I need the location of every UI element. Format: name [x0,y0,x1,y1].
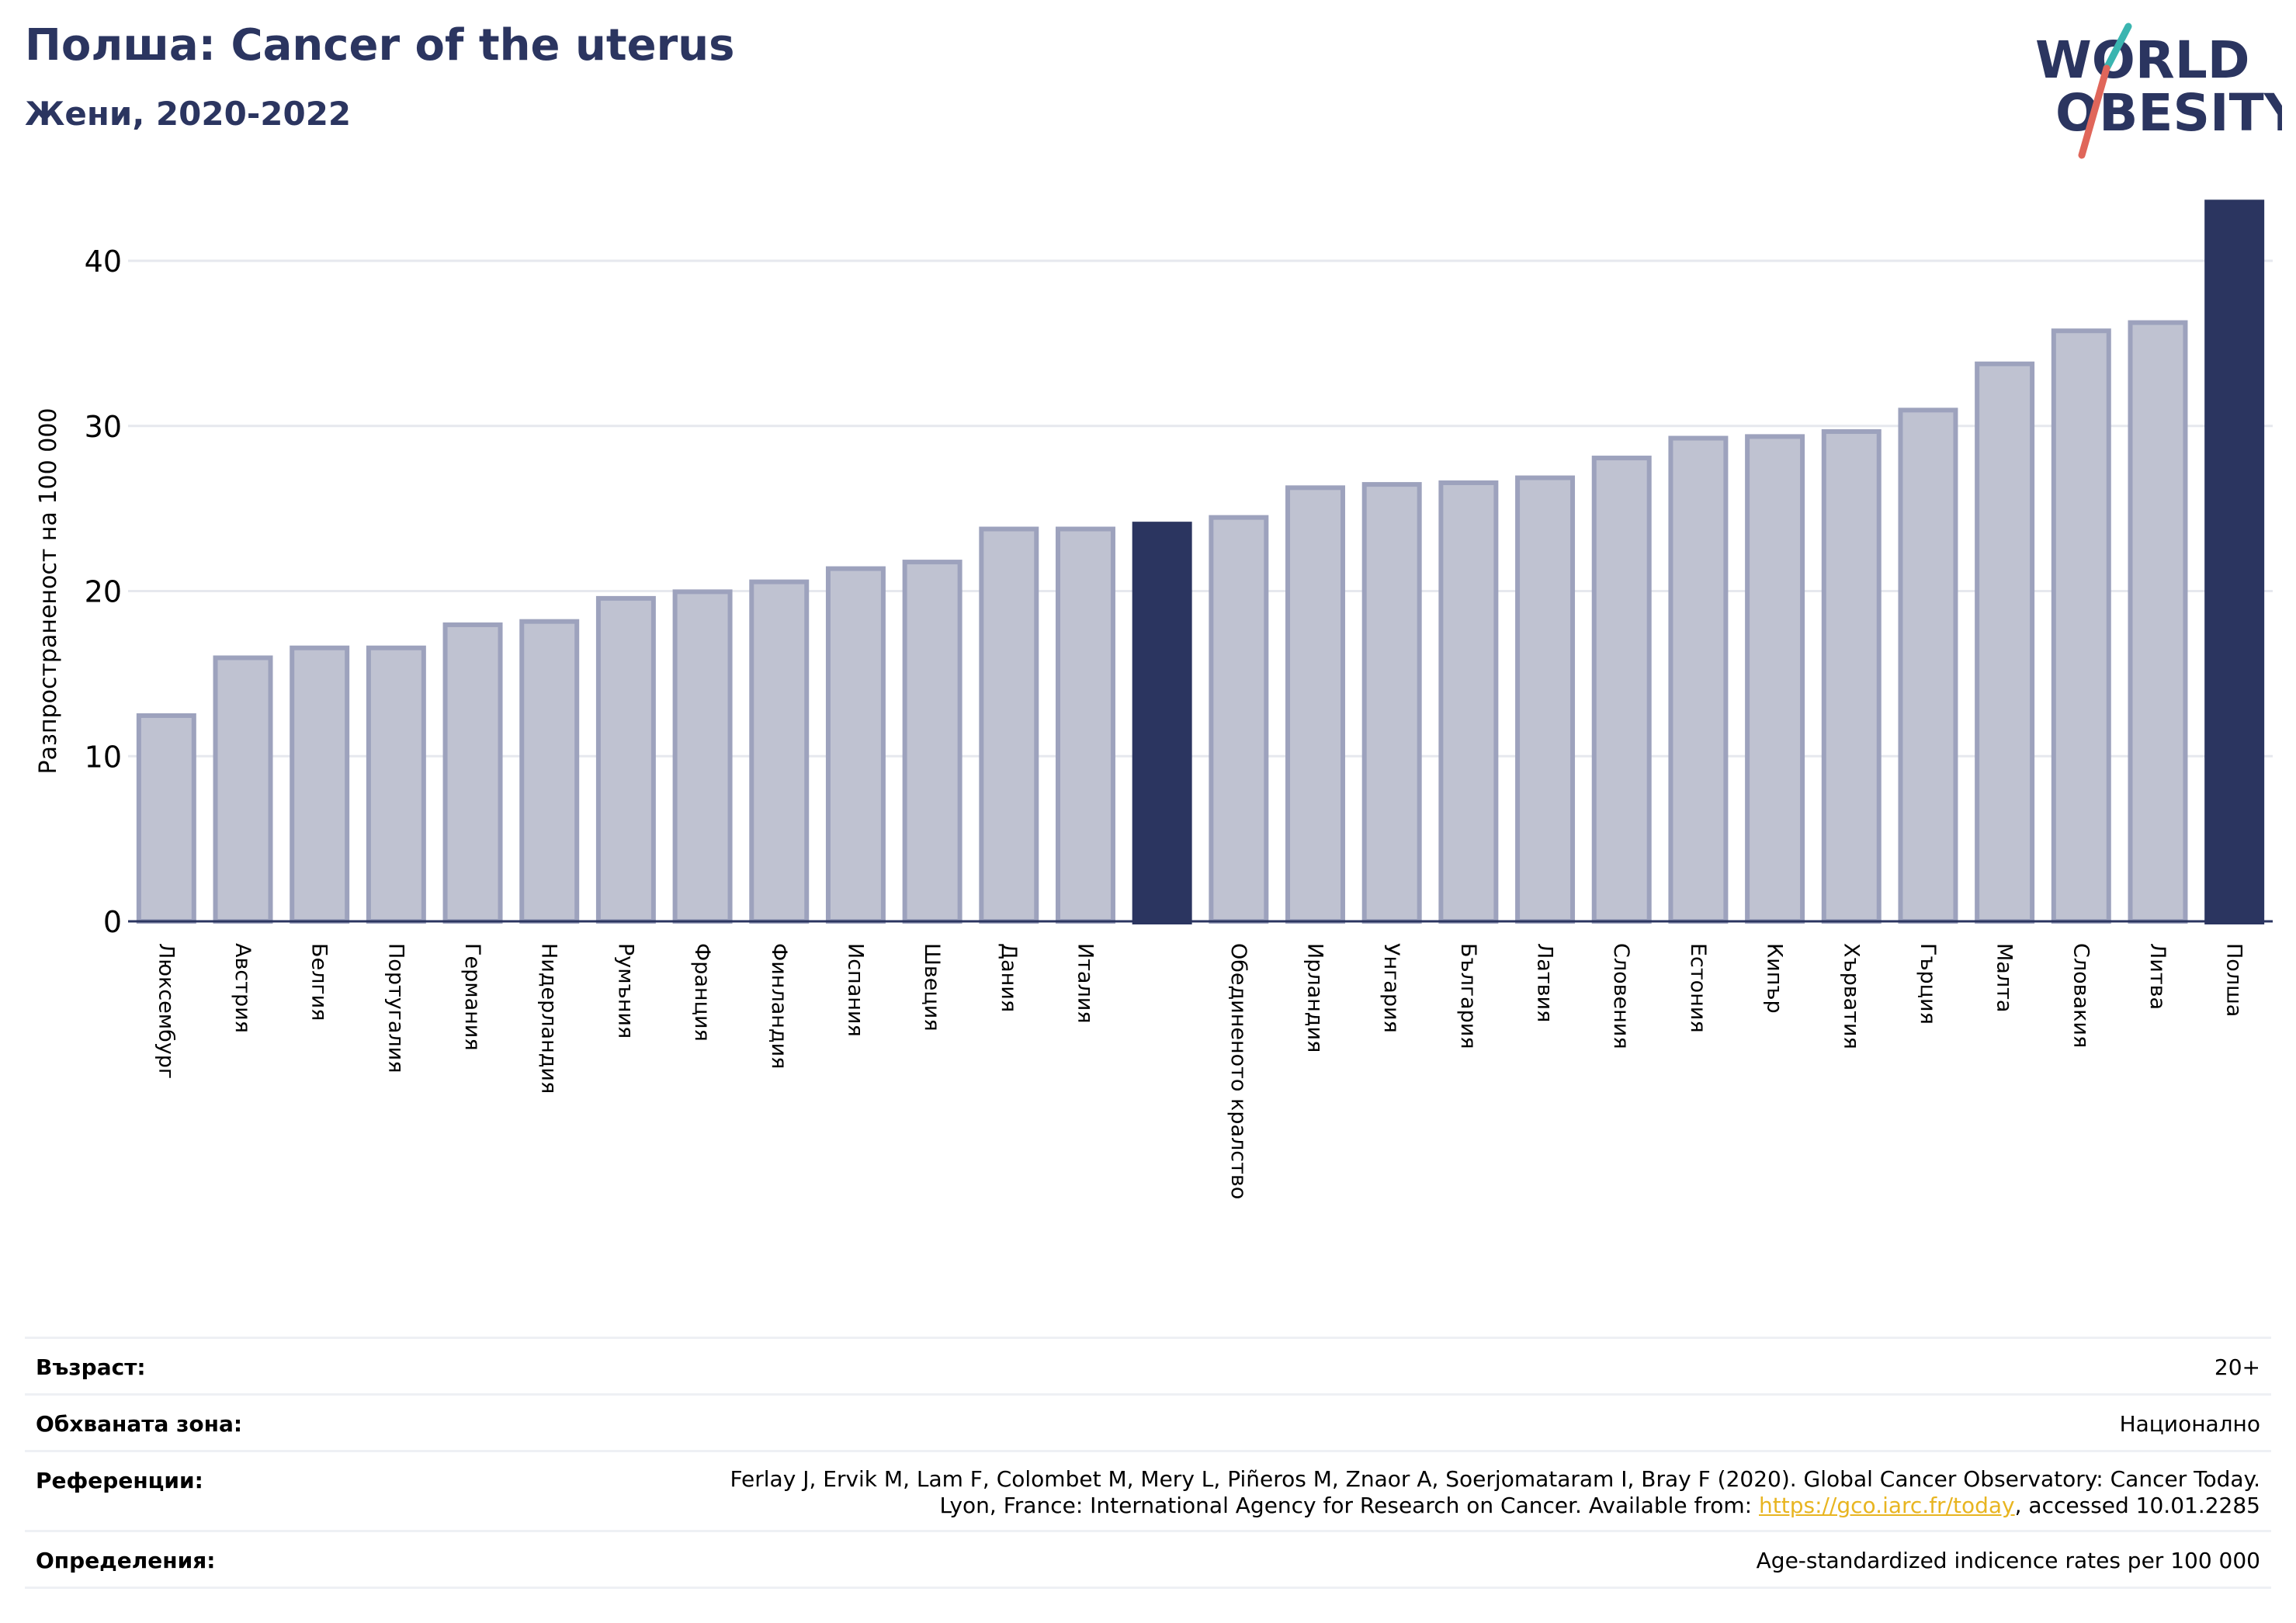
x-tick-label: Гърция [1916,943,1940,1025]
y-tick-label: 40 [85,244,122,279]
bar [366,645,426,924]
references-line2: Lyon, France: International Agency for R… [730,1493,2260,1519]
bar [1975,361,2035,924]
age-label: Възраст: [36,1354,146,1380]
x-tick-label: Словения [1609,943,1633,1049]
definitions-value: Age-standardized indicence rates per 100… [1756,1548,2260,1573]
bar [1668,435,1729,924]
x-tick-label: Хърватия [1839,943,1863,1049]
bar [1591,456,1652,924]
x-tick-label: Ирландия [1303,943,1327,1053]
x-tick-label: Кипър [1763,943,1787,1014]
logo-slash-teal [2103,23,2132,72]
x-tick-label: Австрия [231,943,255,1033]
meta-row-references: Референции: Ferlay J, Ervik M, Lam F, Co… [25,1452,2271,1532]
x-tick-label: Германия [460,943,484,1051]
area-value: Национално [2119,1411,2260,1437]
x-tick-label: Словакия [2069,943,2093,1048]
gco-link[interactable]: https://gco.iarc.fr/today [1759,1493,2015,1518]
area-label: Обхваната зона: [36,1411,243,1437]
bar-chart: 0 10 20 30 40 Разпространеност на 100 000 Люкс… [35,199,2273,1199]
references-value: Ferlay J, Ervik M, Lam F, Colombet M, Me… [730,1466,2260,1519]
bar [672,589,733,924]
bar [1209,515,1269,924]
x-tick-label: Унгария [1379,943,1403,1033]
references-label: Референции: [36,1468,203,1493]
x-tick-label: Белгия [307,943,331,1021]
bar-highlight [1132,522,1192,924]
bar [1361,482,1422,924]
references-line2-text: Lyon, France: International Agency for R… [939,1493,1759,1518]
bar [290,645,350,924]
bar [749,579,810,924]
y-tick-label: 20 [85,575,122,609]
bar [2128,320,2188,924]
meta-row-age: Възраст: 20+ [25,1339,2271,1396]
bar [519,619,580,924]
bar [979,526,1039,924]
logo-graphic: WORLD OBESITY [2035,23,2296,159]
metadata-table: Възраст: 20+ Обхваната зона: Национално … [25,1337,2271,1589]
bar [442,622,503,924]
y-tick-label: 0 [103,905,122,939]
x-tick-label: България [1456,943,1480,1049]
x-tick-label: Обединеното кралство [1226,943,1250,1199]
logo-text-line1: WORLD [2035,30,2250,90]
chart-title: Полша: Cancer of the uterus [25,20,735,71]
bar [213,655,273,924]
x-tick-label: Полша [2222,943,2246,1017]
y-tick-label: 10 [85,740,122,774]
bar [1515,475,1576,924]
x-tick-label: Нидерландия [537,943,561,1094]
x-tick-label: Финландия [767,943,791,1069]
x-tick-label: Люксембург [154,943,178,1079]
bar [1821,429,1882,924]
bar [902,560,962,924]
definitions-label: Определения: [36,1548,216,1573]
x-tick-label: Италия [1073,943,1097,1024]
bar [1055,526,1115,924]
age-value: 20+ [2214,1354,2260,1380]
bar-highlight [2204,199,2265,925]
x-tick-label: Естония [1686,943,1710,1033]
x-tick-label: Португалия [383,943,408,1073]
x-tick-label: Франция [690,943,714,1042]
chart-subtitle: Жени, 2020-2022 [25,95,352,133]
bar [1285,485,1346,924]
bar [2051,328,2111,924]
x-tick-label: Румъния [613,943,637,1039]
references-accessed: , accessed 10.01.2285 [2014,1493,2260,1518]
world-obesity-logo: WORLD OBESITY [2026,22,2296,161]
x-tick-label: Дания [997,943,1021,1012]
y-tick-label: 30 [85,410,122,444]
bar [1745,434,1805,924]
bar [1898,407,1958,924]
x-tick-label: Испания [843,943,867,1037]
y-axis-label: Разпространеност на 100 000 [35,408,62,775]
bar [825,566,886,924]
references-line1: Ferlay J, Ervik M, Lam F, Colombet M, Me… [730,1466,2260,1492]
x-tick-label: Малта [1993,943,2017,1012]
bar [136,713,196,924]
x-tick-label: Литва [2145,943,2169,1010]
bar [595,595,656,924]
logo-slash-red [2078,64,2110,159]
x-tick-label: Швеция [920,943,944,1032]
bar [1438,480,1499,924]
meta-row-definitions: Определения: Age-standardized indicence … [25,1532,2271,1589]
meta-row-area: Обхваната зона: Национално [25,1396,2271,1452]
x-tick-label: Латвия [1533,943,1557,1022]
